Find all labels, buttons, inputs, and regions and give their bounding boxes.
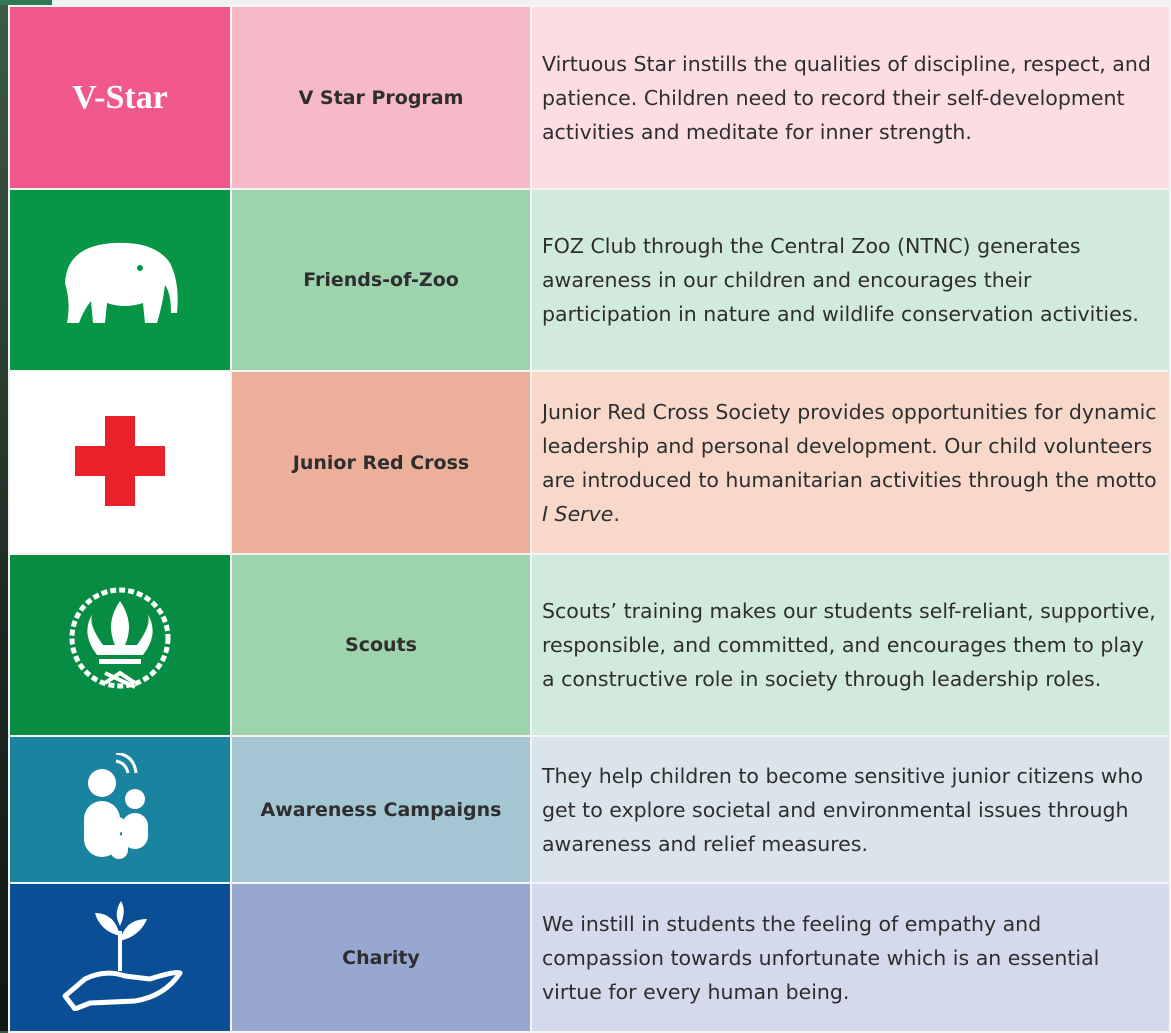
row: Junior Red Cross Junior Red Cross Societ… [8,370,1171,555]
row: Charity We instill in students the feeli… [8,882,1171,1033]
program-name: Friends-of-Zoo [230,188,532,372]
icon-text: V-Star [72,78,168,116]
program-name: Junior Red Cross [230,370,532,555]
scout-emblem-icon [69,587,171,689]
row: Awareness Campaigns They help children t… [8,735,1171,884]
elephant-icon [65,242,178,323]
activities-table: V-Star V Star Program Virtuous Star inst… [8,5,1171,1033]
icon-cell [8,882,232,1033]
red-cross-icon [75,415,165,506]
motto: I Serve [542,501,614,526]
icon-cell [8,188,232,372]
row: Friends-of-Zoo FOZ Club through the Cent… [8,188,1171,372]
program-name: Awareness Campaigns [230,735,532,884]
description: We instill in students the feeling of em… [530,882,1171,1033]
charity-icon [62,900,183,1011]
description: Virtuous Star instills the qualities of … [530,5,1171,190]
top-strip [0,0,1171,5]
description: Junior Red Cross Society provides opport… [530,370,1171,555]
description: FOZ Club through the Central Zoo (NTNC) … [530,188,1171,372]
row: V-Star V Star Program Virtuous Star inst… [8,5,1171,190]
description-end: . [613,501,620,526]
people-icon [84,751,148,859]
icon-cell [8,553,232,737]
description: Scouts’ training makes our students self… [530,553,1171,737]
icon-cell: V-Star [8,5,232,190]
description-text: Junior Red Cross Society provides opport… [542,399,1157,492]
program-name: Charity [230,882,532,1033]
row: Scouts Scouts’ training makes our studen… [8,553,1171,737]
icon-cell [8,735,232,884]
description: They help children to become sensitive j… [530,735,1171,884]
program-name: Scouts [230,553,532,737]
icon-cell [8,370,232,555]
program-name: V Star Program [230,5,532,190]
